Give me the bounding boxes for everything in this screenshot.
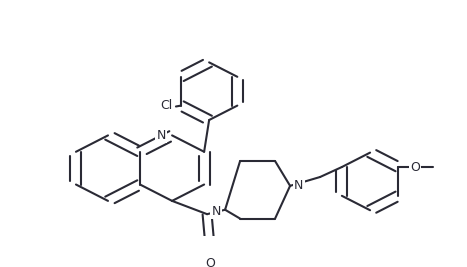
Text: N: N bbox=[157, 129, 166, 142]
Text: N: N bbox=[294, 179, 304, 192]
Text: N: N bbox=[212, 205, 221, 218]
Text: Cl: Cl bbox=[161, 99, 173, 112]
Text: O: O bbox=[205, 257, 215, 267]
Text: O: O bbox=[410, 160, 420, 174]
